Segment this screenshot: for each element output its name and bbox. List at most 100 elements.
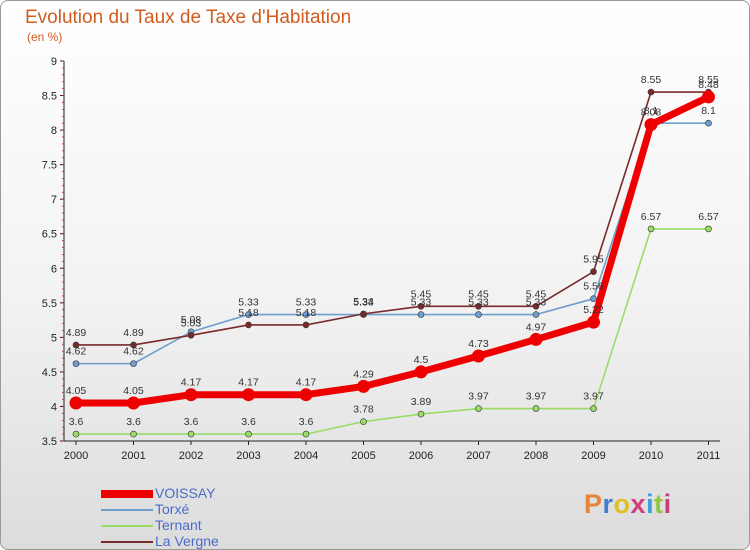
series-voissay — [69, 90, 715, 410]
data-point — [702, 90, 715, 104]
data-label: 5.95 — [583, 254, 604, 266]
data-label: 8.48 — [698, 79, 719, 91]
x-tick-label: 2008 — [524, 450, 548, 462]
logo-letter: x — [630, 489, 647, 519]
data-label: 4.17 — [181, 377, 202, 389]
data-point — [417, 302, 425, 310]
data-label: 4.05 — [66, 385, 87, 397]
x-tick-label: 2006 — [409, 450, 433, 462]
data-point — [532, 311, 540, 318]
data-label: 3.6 — [299, 416, 314, 428]
data-point — [130, 341, 137, 349]
legend-swatch — [101, 525, 153, 527]
data-label: 3.89 — [411, 396, 432, 408]
data-label: 3.6 — [241, 416, 256, 428]
data-point — [72, 341, 80, 349]
series-line — [75, 228, 710, 435]
data-point — [299, 388, 313, 402]
data-point — [414, 365, 428, 379]
data-label: 8.55 — [641, 74, 662, 86]
logo-letter: r — [602, 489, 614, 519]
data-point — [475, 405, 482, 412]
y-tick-label: 6.5 — [42, 229, 57, 241]
data-label: 5.08 — [181, 314, 202, 326]
data-label: 4.97 — [526, 321, 547, 333]
y-tick-label: 6 — [51, 263, 57, 275]
data-label: 4.17 — [238, 377, 259, 389]
data-point — [302, 321, 310, 329]
data-point — [705, 119, 712, 127]
x-tick-label: 2010 — [639, 450, 663, 462]
y-tick-label: 7 — [51, 194, 57, 206]
data-point — [302, 430, 310, 438]
data-point — [590, 295, 597, 302]
y-tick-label: 5 — [51, 332, 57, 344]
x-tick-label: 2007 — [466, 450, 490, 462]
y-tick-label: 7.5 — [42, 160, 57, 172]
data-point — [417, 410, 425, 418]
y-tick-label: 9 — [51, 56, 57, 68]
data-point — [72, 360, 80, 367]
data-point — [475, 302, 482, 310]
proxiti-logo: Proxiti — [584, 489, 672, 520]
data-label: 3.78 — [353, 404, 374, 416]
data-point — [245, 321, 252, 329]
legend-label: VOISSAY — [155, 485, 216, 501]
data-label: 5.45 — [411, 288, 432, 300]
data-point — [302, 311, 310, 318]
series-layer — [69, 88, 715, 438]
data-label: 6.57 — [698, 211, 719, 223]
data-point — [472, 349, 485, 363]
data-label: 5.56 — [583, 281, 604, 293]
x-tick-label: 2001 — [121, 450, 145, 462]
data-point — [590, 405, 597, 412]
data-label: 4.29 — [353, 368, 374, 380]
x-tick-label: 2009 — [581, 450, 605, 462]
data-point — [130, 430, 137, 438]
data-point — [529, 332, 543, 346]
x-tick-label: 2002 — [179, 450, 203, 462]
legend-label: Ternant — [155, 517, 202, 533]
legend-swatch — [101, 509, 153, 511]
data-label: 8.55 — [698, 74, 719, 86]
data-label: 3.97 — [468, 391, 489, 403]
y-tick-label: 8 — [51, 125, 57, 137]
data-label: 4.17 — [296, 377, 317, 389]
data-label: 4.89 — [66, 327, 87, 339]
data-label: 5.22 — [583, 304, 604, 316]
legend-label: La Vergne — [155, 533, 219, 549]
data-label: 5.33 — [238, 297, 259, 309]
x-tick-label: 2011 — [697, 450, 721, 462]
data-label: 6.57 — [641, 211, 662, 223]
data-point — [360, 418, 367, 425]
series-ternant — [72, 225, 712, 438]
data-point — [72, 430, 80, 438]
data-label: 5.34 — [353, 296, 374, 308]
data-label: 4.89 — [123, 327, 144, 339]
data-label: 5.33 — [411, 297, 432, 309]
data-label: 4.62 — [123, 346, 144, 358]
data-label: 8.1 — [644, 105, 659, 117]
data-point — [127, 396, 140, 410]
logo-letter: i — [663, 489, 672, 519]
data-point — [647, 88, 655, 96]
logo-letter: t — [654, 489, 664, 519]
logo-letter: o — [613, 489, 631, 519]
data-label: 8.1 — [701, 105, 716, 117]
data-label: 5.33 — [468, 297, 489, 309]
data-point — [69, 396, 83, 410]
data-label: 5.18 — [238, 307, 259, 319]
chart-title: Evolution du Taux de Taxe d'Habitation — [25, 7, 352, 28]
data-label: 5.45 — [468, 288, 489, 300]
series-la-vergne — [72, 88, 712, 349]
data-point — [242, 388, 255, 402]
data-label: 3.6 — [69, 416, 84, 428]
data-point — [590, 268, 597, 276]
y-tick-label: 5.5 — [42, 298, 57, 310]
data-label: 8.08 — [641, 107, 662, 119]
data-point — [360, 310, 367, 318]
y-tick-label: 8.5 — [42, 91, 57, 103]
series-line — [75, 91, 710, 346]
